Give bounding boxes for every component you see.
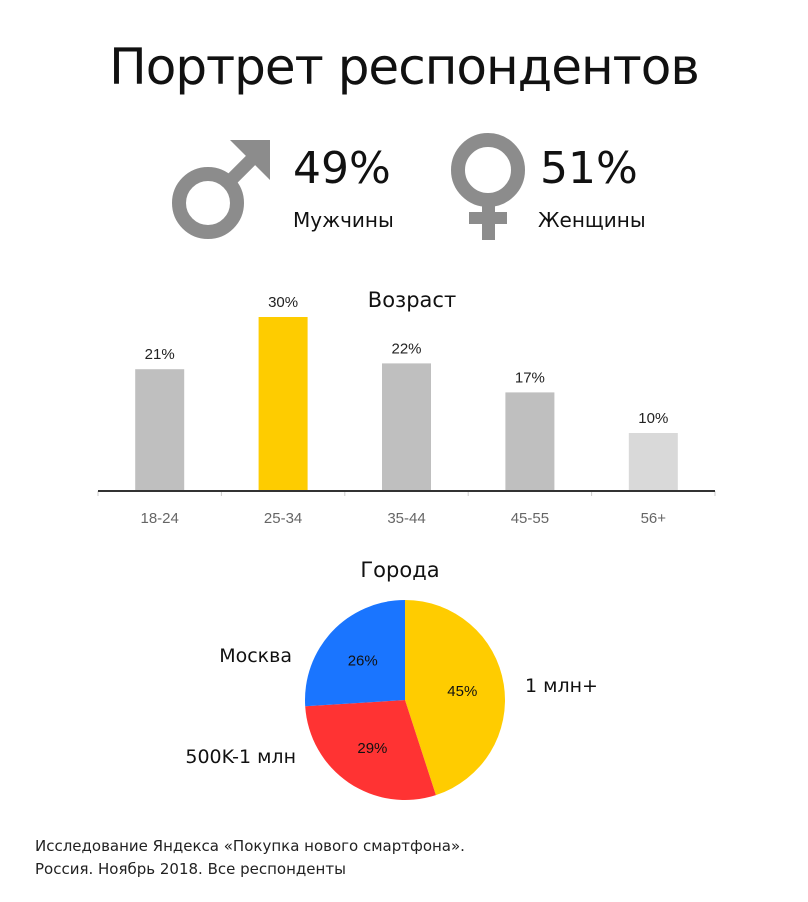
female-symbol-icon (451, 133, 525, 240)
female-percent: 51% (540, 143, 638, 194)
male-label: Мужчины (293, 208, 394, 232)
bar-data-label: 10% (638, 410, 668, 427)
pie-slice-1 (305, 700, 436, 800)
pie-slice-2 (305, 600, 405, 707)
bar-25-34 (258, 317, 308, 491)
pie-data-label: 45% (447, 683, 477, 700)
pie-data-label: 29% (357, 740, 387, 757)
pie-category-label: Москва (219, 645, 292, 667)
bar-data-label: 22% (391, 340, 421, 357)
footer-line-1: Исследование Яндекса «Покупка нового сма… (35, 837, 465, 855)
bar-data-label: 17% (515, 369, 545, 386)
male-symbol-icon (172, 140, 270, 239)
pie-category-label: 500K-1 млн (185, 746, 296, 768)
pie-category-label: 1 млн+ (525, 675, 598, 697)
bar-data-label: 30% (268, 294, 298, 311)
x-tick-label: 25-34 (264, 510, 302, 527)
bar-56+ (628, 433, 678, 491)
x-tick-label: 45-55 (511, 510, 549, 527)
x-tick-label: 56+ (641, 510, 667, 527)
bar-data-label: 21% (145, 346, 175, 363)
bar-35-44 (382, 363, 431, 491)
x-tick-label: 18-24 (141, 510, 179, 527)
pie-data-label: 26% (348, 652, 378, 669)
female-label: Женщины (538, 208, 646, 232)
pie-slice-0 (405, 600, 505, 796)
male-percent: 49% (293, 143, 391, 194)
page-title: Портрет респондентов (109, 38, 700, 96)
pie-chart-title: Города (360, 558, 439, 582)
footer-line-2: Россия. Ноябрь 2018. Все респонденты (35, 860, 346, 878)
bar-18-24 (135, 369, 185, 491)
bar-chart-title: Возраст (368, 288, 456, 312)
x-tick-label: 35-44 (387, 510, 425, 527)
bar-45-55 (505, 392, 555, 491)
